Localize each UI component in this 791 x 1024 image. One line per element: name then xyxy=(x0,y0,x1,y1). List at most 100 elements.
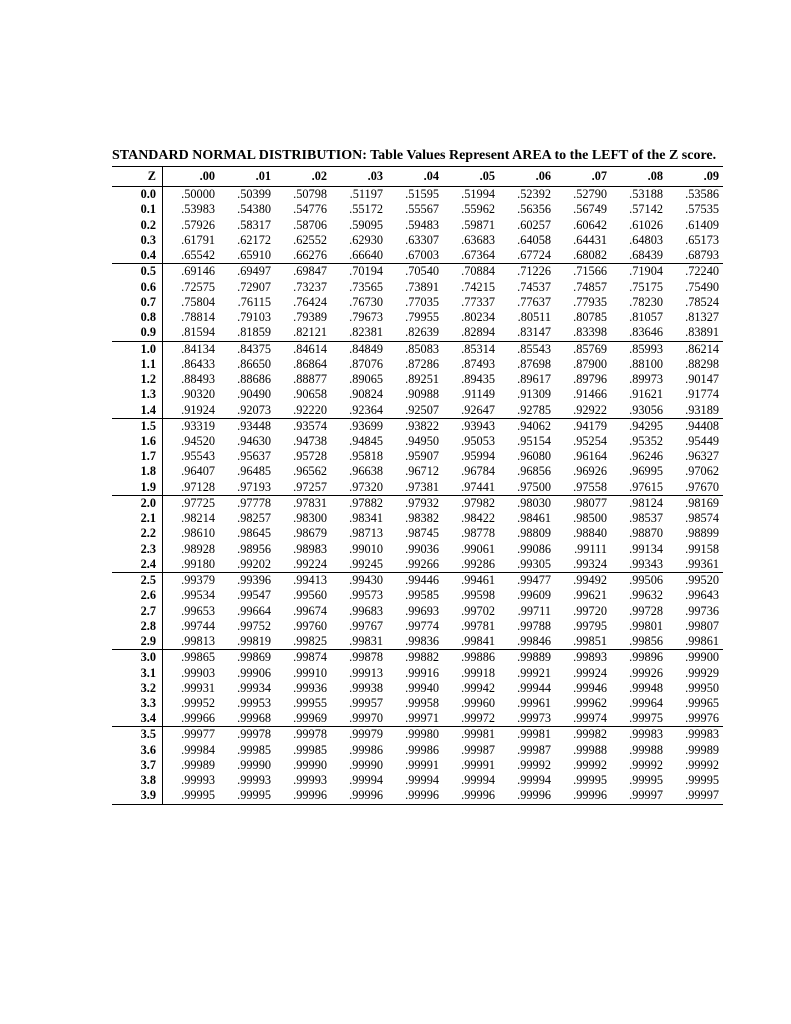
cell-value: .69497 xyxy=(219,264,275,280)
cell-value: .87076 xyxy=(331,357,387,372)
cell-value: .65173 xyxy=(667,233,723,248)
cell-value: .83147 xyxy=(499,325,555,341)
cell-value: .75490 xyxy=(667,280,723,295)
cell-value: .50399 xyxy=(219,187,275,203)
header-col: .07 xyxy=(555,167,611,187)
cell-value: .90490 xyxy=(219,387,275,402)
cell-value: .60642 xyxy=(555,218,611,233)
cell-value: .99807 xyxy=(667,619,723,634)
cell-value: .96926 xyxy=(555,464,611,479)
cell-value: .79103 xyxy=(219,310,275,325)
cell-value: .99324 xyxy=(555,557,611,573)
cell-value: .99180 xyxy=(163,557,220,573)
cell-value: .99995 xyxy=(611,773,667,788)
cell-value: .98257 xyxy=(219,511,275,526)
cell-value: .99245 xyxy=(331,557,387,573)
table-row: 1.8.96407.96485.96562.96638.96712.96784.… xyxy=(112,464,723,479)
cell-value: .98899 xyxy=(667,526,723,541)
row-z-label: 2.3 xyxy=(112,542,163,557)
table-row: 0.9.81594.81859.82121.82381.82639.82894.… xyxy=(112,325,723,341)
z-table: Z .00 .01 .02 .03 .04 .05 .06 .07 .08 .0… xyxy=(112,166,723,805)
cell-value: .99948 xyxy=(611,681,667,696)
cell-value: .99950 xyxy=(667,681,723,696)
cell-value: .99683 xyxy=(331,604,387,619)
row-z-label: 1.6 xyxy=(112,434,163,449)
cell-value: .96485 xyxy=(219,464,275,479)
cell-value: .99111 xyxy=(555,542,611,557)
row-z-label: 2.7 xyxy=(112,604,163,619)
cell-value: .94520 xyxy=(163,434,220,449)
cell-value: .99929 xyxy=(667,666,723,681)
cell-value: .99962 xyxy=(555,696,611,711)
table-row: 3.2.99931.99934.99936.99938.99940.99942.… xyxy=(112,681,723,696)
cell-value: .76730 xyxy=(331,295,387,310)
table-row: 3.4.99966.99968.99969.99970.99971.99972.… xyxy=(112,711,723,727)
cell-value: .53188 xyxy=(611,187,667,203)
cell-value: .98840 xyxy=(555,526,611,541)
cell-value: .97725 xyxy=(163,495,220,511)
cell-value: .99865 xyxy=(163,650,220,666)
cell-value: .96164 xyxy=(555,449,611,464)
cell-value: .99996 xyxy=(331,788,387,804)
cell-value: .99996 xyxy=(275,788,331,804)
cell-value: .95637 xyxy=(219,449,275,464)
cell-value: .77935 xyxy=(555,295,611,310)
cell-value: .98610 xyxy=(163,526,220,541)
cell-value: .94950 xyxy=(387,434,443,449)
cell-value: .99992 xyxy=(667,758,723,773)
cell-value: .99983 xyxy=(611,727,667,743)
cell-value: .88877 xyxy=(275,372,331,387)
cell-value: .95994 xyxy=(443,449,499,464)
cell-value: .75804 xyxy=(163,295,220,310)
cell-value: .85314 xyxy=(443,341,499,357)
cell-value: .93319 xyxy=(163,418,220,434)
cell-value: .55567 xyxy=(387,202,443,217)
header-col: .03 xyxy=(331,167,387,187)
row-z-label: 1.0 xyxy=(112,341,163,357)
cell-value: .97381 xyxy=(387,480,443,496)
cell-value: .99971 xyxy=(387,711,443,727)
cell-value: .99988 xyxy=(555,743,611,758)
cell-value: .70884 xyxy=(443,264,499,280)
table-row: 1.5.93319.93448.93574.93699.93822.93943.… xyxy=(112,418,723,434)
cell-value: .92922 xyxy=(555,403,611,419)
cell-value: .59483 xyxy=(387,218,443,233)
cell-value: .61026 xyxy=(611,218,667,233)
cell-value: .85993 xyxy=(611,341,667,357)
cell-value: .92785 xyxy=(499,403,555,419)
cell-value: .99760 xyxy=(275,619,331,634)
cell-value: .90824 xyxy=(331,387,387,402)
cell-value: .62172 xyxy=(219,233,275,248)
cell-value: .88298 xyxy=(667,357,723,372)
cell-value: .98124 xyxy=(611,495,667,511)
cell-value: .99728 xyxy=(611,604,667,619)
cell-value: .99492 xyxy=(555,573,611,589)
cell-value: .97257 xyxy=(275,480,331,496)
cell-value: .99224 xyxy=(275,557,331,573)
cell-value: .99795 xyxy=(555,619,611,634)
cell-value: .99994 xyxy=(331,773,387,788)
cell-value: .99942 xyxy=(443,681,499,696)
cell-value: .77337 xyxy=(443,295,499,310)
cell-value: .64058 xyxy=(499,233,555,248)
cell-value: .99913 xyxy=(331,666,387,681)
cell-value: .99968 xyxy=(219,711,275,727)
cell-value: .90320 xyxy=(163,387,220,402)
cell-value: .99825 xyxy=(275,634,331,650)
cell-value: .98956 xyxy=(219,542,275,557)
row-z-label: 0.0 xyxy=(112,187,163,203)
cell-value: .99874 xyxy=(275,650,331,666)
row-z-label: 3.6 xyxy=(112,743,163,758)
cell-value: .99918 xyxy=(443,666,499,681)
cell-value: .99984 xyxy=(163,743,220,758)
cell-value: .99980 xyxy=(387,727,443,743)
cell-value: .99976 xyxy=(667,711,723,727)
cell-value: .99979 xyxy=(331,727,387,743)
row-z-label: 2.9 xyxy=(112,634,163,650)
cell-value: .94738 xyxy=(275,434,331,449)
cell-value: .68793 xyxy=(667,248,723,264)
cell-value: .99910 xyxy=(275,666,331,681)
cell-value: .99430 xyxy=(331,573,387,589)
row-z-label: 3.1 xyxy=(112,666,163,681)
cell-value: .88493 xyxy=(163,372,220,387)
